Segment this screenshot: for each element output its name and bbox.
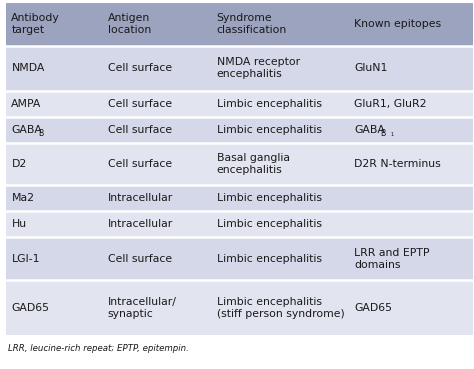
Text: GluR1, GluR2: GluR1, GluR2 bbox=[354, 99, 427, 108]
Bar bbox=[6, 46, 473, 91]
Bar bbox=[6, 91, 473, 117]
Text: Cell surface: Cell surface bbox=[108, 63, 172, 73]
Text: Antibody
target: Antibody target bbox=[11, 13, 60, 35]
Text: Cell surface: Cell surface bbox=[108, 159, 172, 169]
Text: Basal ganglia
encephalitis: Basal ganglia encephalitis bbox=[217, 153, 290, 175]
Text: Intracellular/
synaptic: Intracellular/ synaptic bbox=[108, 297, 176, 319]
Text: GAD65: GAD65 bbox=[11, 303, 49, 313]
Text: Ma2: Ma2 bbox=[11, 193, 35, 203]
Bar bbox=[6, 143, 473, 185]
Text: GluN1: GluN1 bbox=[354, 63, 387, 73]
Bar bbox=[6, 2, 473, 46]
Text: Hu: Hu bbox=[11, 219, 27, 229]
Text: GAD65: GAD65 bbox=[354, 303, 392, 313]
Text: Limbic encephalitis: Limbic encephalitis bbox=[217, 219, 322, 229]
Text: Intracellular: Intracellular bbox=[108, 193, 173, 203]
Text: NMDA receptor
encephalitis: NMDA receptor encephalitis bbox=[217, 58, 300, 79]
Text: GABA: GABA bbox=[354, 125, 385, 135]
Text: GABA: GABA bbox=[11, 125, 42, 135]
Text: Limbic encephalitis: Limbic encephalitis bbox=[217, 254, 322, 263]
Text: Antigen
location: Antigen location bbox=[108, 13, 151, 35]
Text: Intracellular: Intracellular bbox=[108, 219, 173, 229]
Text: D2R N-terminus: D2R N-terminus bbox=[354, 159, 441, 169]
Text: Known epitopes: Known epitopes bbox=[354, 19, 441, 29]
Text: Limbic encephalitis: Limbic encephalitis bbox=[217, 193, 322, 203]
Text: ₁: ₁ bbox=[391, 129, 394, 138]
Text: B: B bbox=[381, 129, 386, 138]
Text: Cell surface: Cell surface bbox=[108, 254, 172, 263]
Text: D2: D2 bbox=[11, 159, 27, 169]
Text: Cell surface: Cell surface bbox=[108, 99, 172, 108]
Text: LRR and EPTP
domains: LRR and EPTP domains bbox=[354, 248, 429, 270]
Bar bbox=[6, 237, 473, 280]
Text: LGI-1: LGI-1 bbox=[11, 254, 40, 263]
Text: NMDA: NMDA bbox=[11, 63, 45, 73]
Bar bbox=[6, 185, 473, 211]
Bar bbox=[6, 211, 473, 237]
Text: Syndrome
classification: Syndrome classification bbox=[217, 13, 287, 35]
Bar bbox=[6, 280, 473, 336]
Bar bbox=[6, 117, 473, 143]
Text: Limbic encephalitis: Limbic encephalitis bbox=[217, 125, 322, 135]
Text: Limbic encephalitis
(stiff person syndrome): Limbic encephalitis (stiff person syndro… bbox=[217, 297, 345, 319]
Text: Limbic encephalitis: Limbic encephalitis bbox=[217, 99, 322, 108]
Text: AMPA: AMPA bbox=[11, 99, 42, 108]
Text: Cell surface: Cell surface bbox=[108, 125, 172, 135]
Text: LRR, leucine-rich repeat; EPTP, epitempin.: LRR, leucine-rich repeat; EPTP, epitempi… bbox=[8, 344, 189, 353]
Text: B: B bbox=[38, 129, 43, 138]
